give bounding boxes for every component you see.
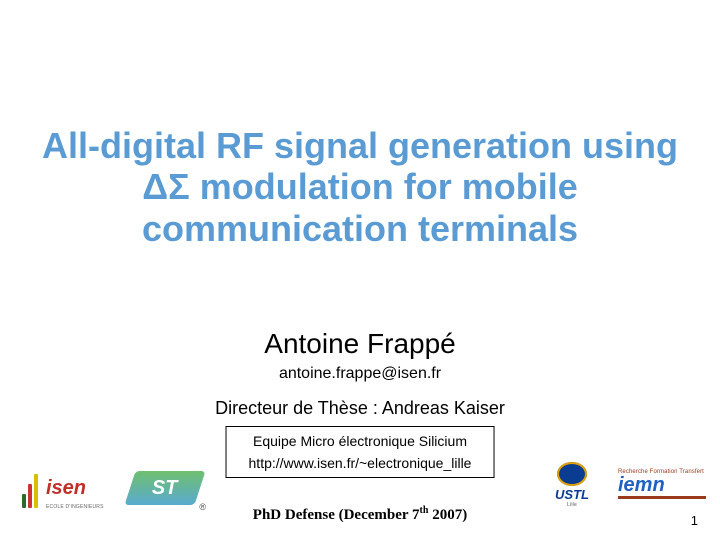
defense-line: PhD Defense (December 7th 2007) [0, 505, 720, 524]
st-text: ST [152, 477, 178, 500]
page-number: 1 [691, 513, 698, 528]
slide-title: All-digital RF signal generation using Δ… [40, 125, 680, 249]
iemn-bar-icon [618, 496, 706, 499]
ustl-circle-icon [557, 462, 587, 486]
st-logo: ST ® [126, 466, 204, 510]
defense-suffix: 2007) [428, 507, 467, 523]
thesis-director: Directeur de Thèse : Andreas Kaiser [0, 398, 720, 419]
isen-logo: isen ECOLE D'INGENIEURS [22, 466, 114, 510]
iemn-text: iemn [618, 475, 665, 495]
logo-row: isen ECOLE D'INGENIEURS ST ® USTL Lille … [0, 458, 720, 512]
ustl-logo: USTL Lille [534, 462, 610, 508]
author-email: antoine.frappe@isen.fr [0, 365, 720, 383]
defense-prefix: PhD Defense (December 7 [253, 507, 420, 523]
ustl-text: USTL [555, 487, 589, 502]
author-name: Antoine Frappé [0, 328, 720, 360]
team-name: Equipe Micro électronique Silicium [249, 433, 472, 449]
iemn-logo: Recherche Formation Transfert iemn [618, 462, 710, 506]
isen-bars-icon [22, 468, 44, 508]
isen-text: isen [46, 477, 86, 500]
slide: All-digital RF signal generation using Δ… [0, 0, 720, 540]
st-shape-icon: ST [124, 471, 205, 505]
